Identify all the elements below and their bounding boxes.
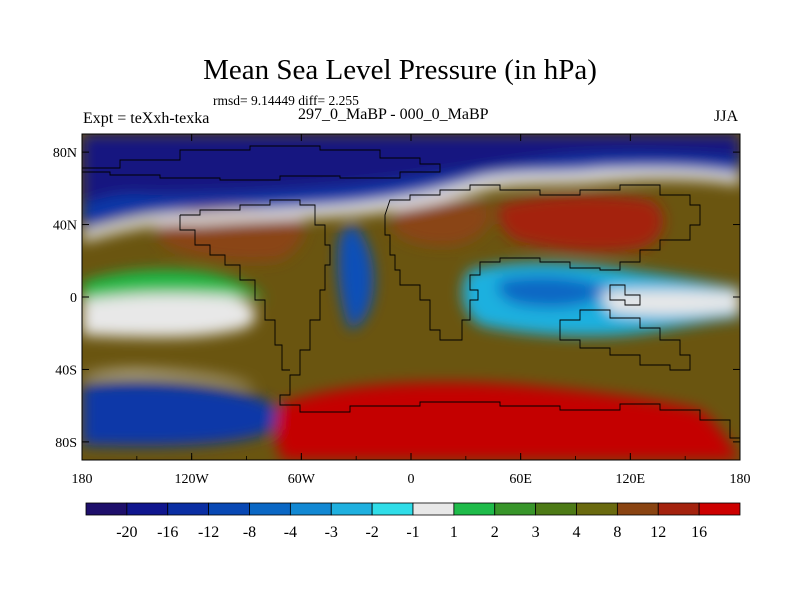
colorbar-label: -20 bbox=[116, 524, 137, 541]
colorbar-label: -12 bbox=[198, 524, 219, 541]
continent-outlines bbox=[82, 145, 740, 439]
colorbar-box bbox=[616, 502, 659, 516]
east-continent-outline bbox=[384, 184, 701, 341]
x-axis: 180 120W 60W 0 60E 120E 180 bbox=[72, 134, 751, 487]
colorbar-label: 1 bbox=[450, 524, 458, 541]
x-tick-label: 120W bbox=[175, 472, 210, 487]
colorbar-label: -2 bbox=[365, 524, 378, 541]
experiment-label: Expt = teXxh-texka bbox=[83, 110, 210, 127]
colorbar-box bbox=[698, 502, 741, 516]
colorbar-box bbox=[657, 502, 700, 516]
colorbar-box bbox=[208, 502, 250, 516]
x-tick-label: 120E bbox=[616, 472, 646, 487]
x-tick-label: 60E bbox=[509, 472, 532, 487]
arctic-neutral-rim bbox=[82, 168, 740, 242]
colorbar-label: 8 bbox=[613, 524, 621, 541]
northern-fragment-outline bbox=[82, 145, 441, 181]
colorbar-box bbox=[576, 502, 618, 516]
season-label: JJA bbox=[714, 108, 739, 125]
colorbar-label: -3 bbox=[325, 524, 338, 541]
arctic-deep-low-region bbox=[82, 134, 740, 205]
chart-title: Mean Sea Level Pressure (in hPa) bbox=[203, 54, 597, 86]
supercontinent-outline bbox=[180, 199, 740, 439]
pressure-field bbox=[82, 134, 740, 460]
colorbar-label: 3 bbox=[532, 524, 540, 541]
y-tick-label: 40S bbox=[55, 363, 77, 378]
west-arm-outline bbox=[179, 215, 290, 371]
y-tick-label: 80N bbox=[53, 146, 77, 161]
y-axis: 80N 40N 0 40S 80S bbox=[53, 146, 740, 451]
colorbar-box bbox=[535, 502, 577, 516]
atlantic-low-region bbox=[337, 222, 374, 330]
colorbar-label: -16 bbox=[157, 524, 178, 541]
colorbar-label: 12 bbox=[650, 524, 666, 541]
colorbar-label: -8 bbox=[243, 524, 256, 541]
x-tick-label: 180 bbox=[72, 472, 93, 487]
colorbar-box bbox=[167, 502, 210, 516]
x-tick-label: 0 bbox=[408, 472, 415, 487]
asia-high-region bbox=[498, 195, 664, 252]
eurasia-high-region bbox=[392, 200, 491, 246]
x-tick-label: 180 bbox=[730, 472, 751, 487]
rmsd-diff-stats: rmsd= 9.14449 diff= 2.255 bbox=[213, 93, 359, 108]
colorbar-label: -1 bbox=[406, 524, 419, 541]
southern-low-region bbox=[82, 381, 282, 447]
east-pacific-neutral-band bbox=[600, 289, 740, 316]
colorbar-label: 4 bbox=[573, 524, 581, 541]
colorbar-box bbox=[494, 502, 537, 516]
tropical-positive-band bbox=[82, 270, 265, 300]
colorbar-box bbox=[249, 502, 291, 516]
colorbar-label: 16 bbox=[691, 524, 707, 541]
colorbar-label: -4 bbox=[284, 524, 297, 541]
y-tick-label: 40N bbox=[53, 219, 77, 234]
y-tick-label: 0 bbox=[70, 291, 77, 306]
colorbar-box bbox=[371, 502, 414, 516]
island-outline bbox=[609, 284, 641, 306]
colorbar-label: 2 bbox=[491, 524, 499, 541]
y-tick-label: 80S bbox=[55, 436, 77, 451]
colorbar-box bbox=[85, 502, 128, 516]
australia-fragment-outline bbox=[559, 309, 691, 371]
indo-pacific-deep-low-region bbox=[498, 275, 610, 308]
colorbar-box bbox=[453, 502, 496, 516]
colorbar-box bbox=[126, 502, 169, 516]
colorbar: -20 -16 -12 -8 -4 -3 -2 -1 1 2 3 4 8 12 16 bbox=[85, 502, 741, 541]
tropical-neutral-band bbox=[82, 292, 256, 338]
colorbar-box bbox=[412, 502, 455, 516]
southern-high-region bbox=[275, 382, 740, 460]
colorbar-box bbox=[330, 502, 373, 516]
colorbar-box bbox=[289, 502, 332, 516]
x-tick-label: 60W bbox=[288, 472, 316, 487]
chart-subtitle: 297_0_MaBP - 000_0_MaBP bbox=[298, 106, 489, 123]
southern-neutral-rim bbox=[82, 370, 255, 388]
plot-area bbox=[82, 134, 740, 460]
